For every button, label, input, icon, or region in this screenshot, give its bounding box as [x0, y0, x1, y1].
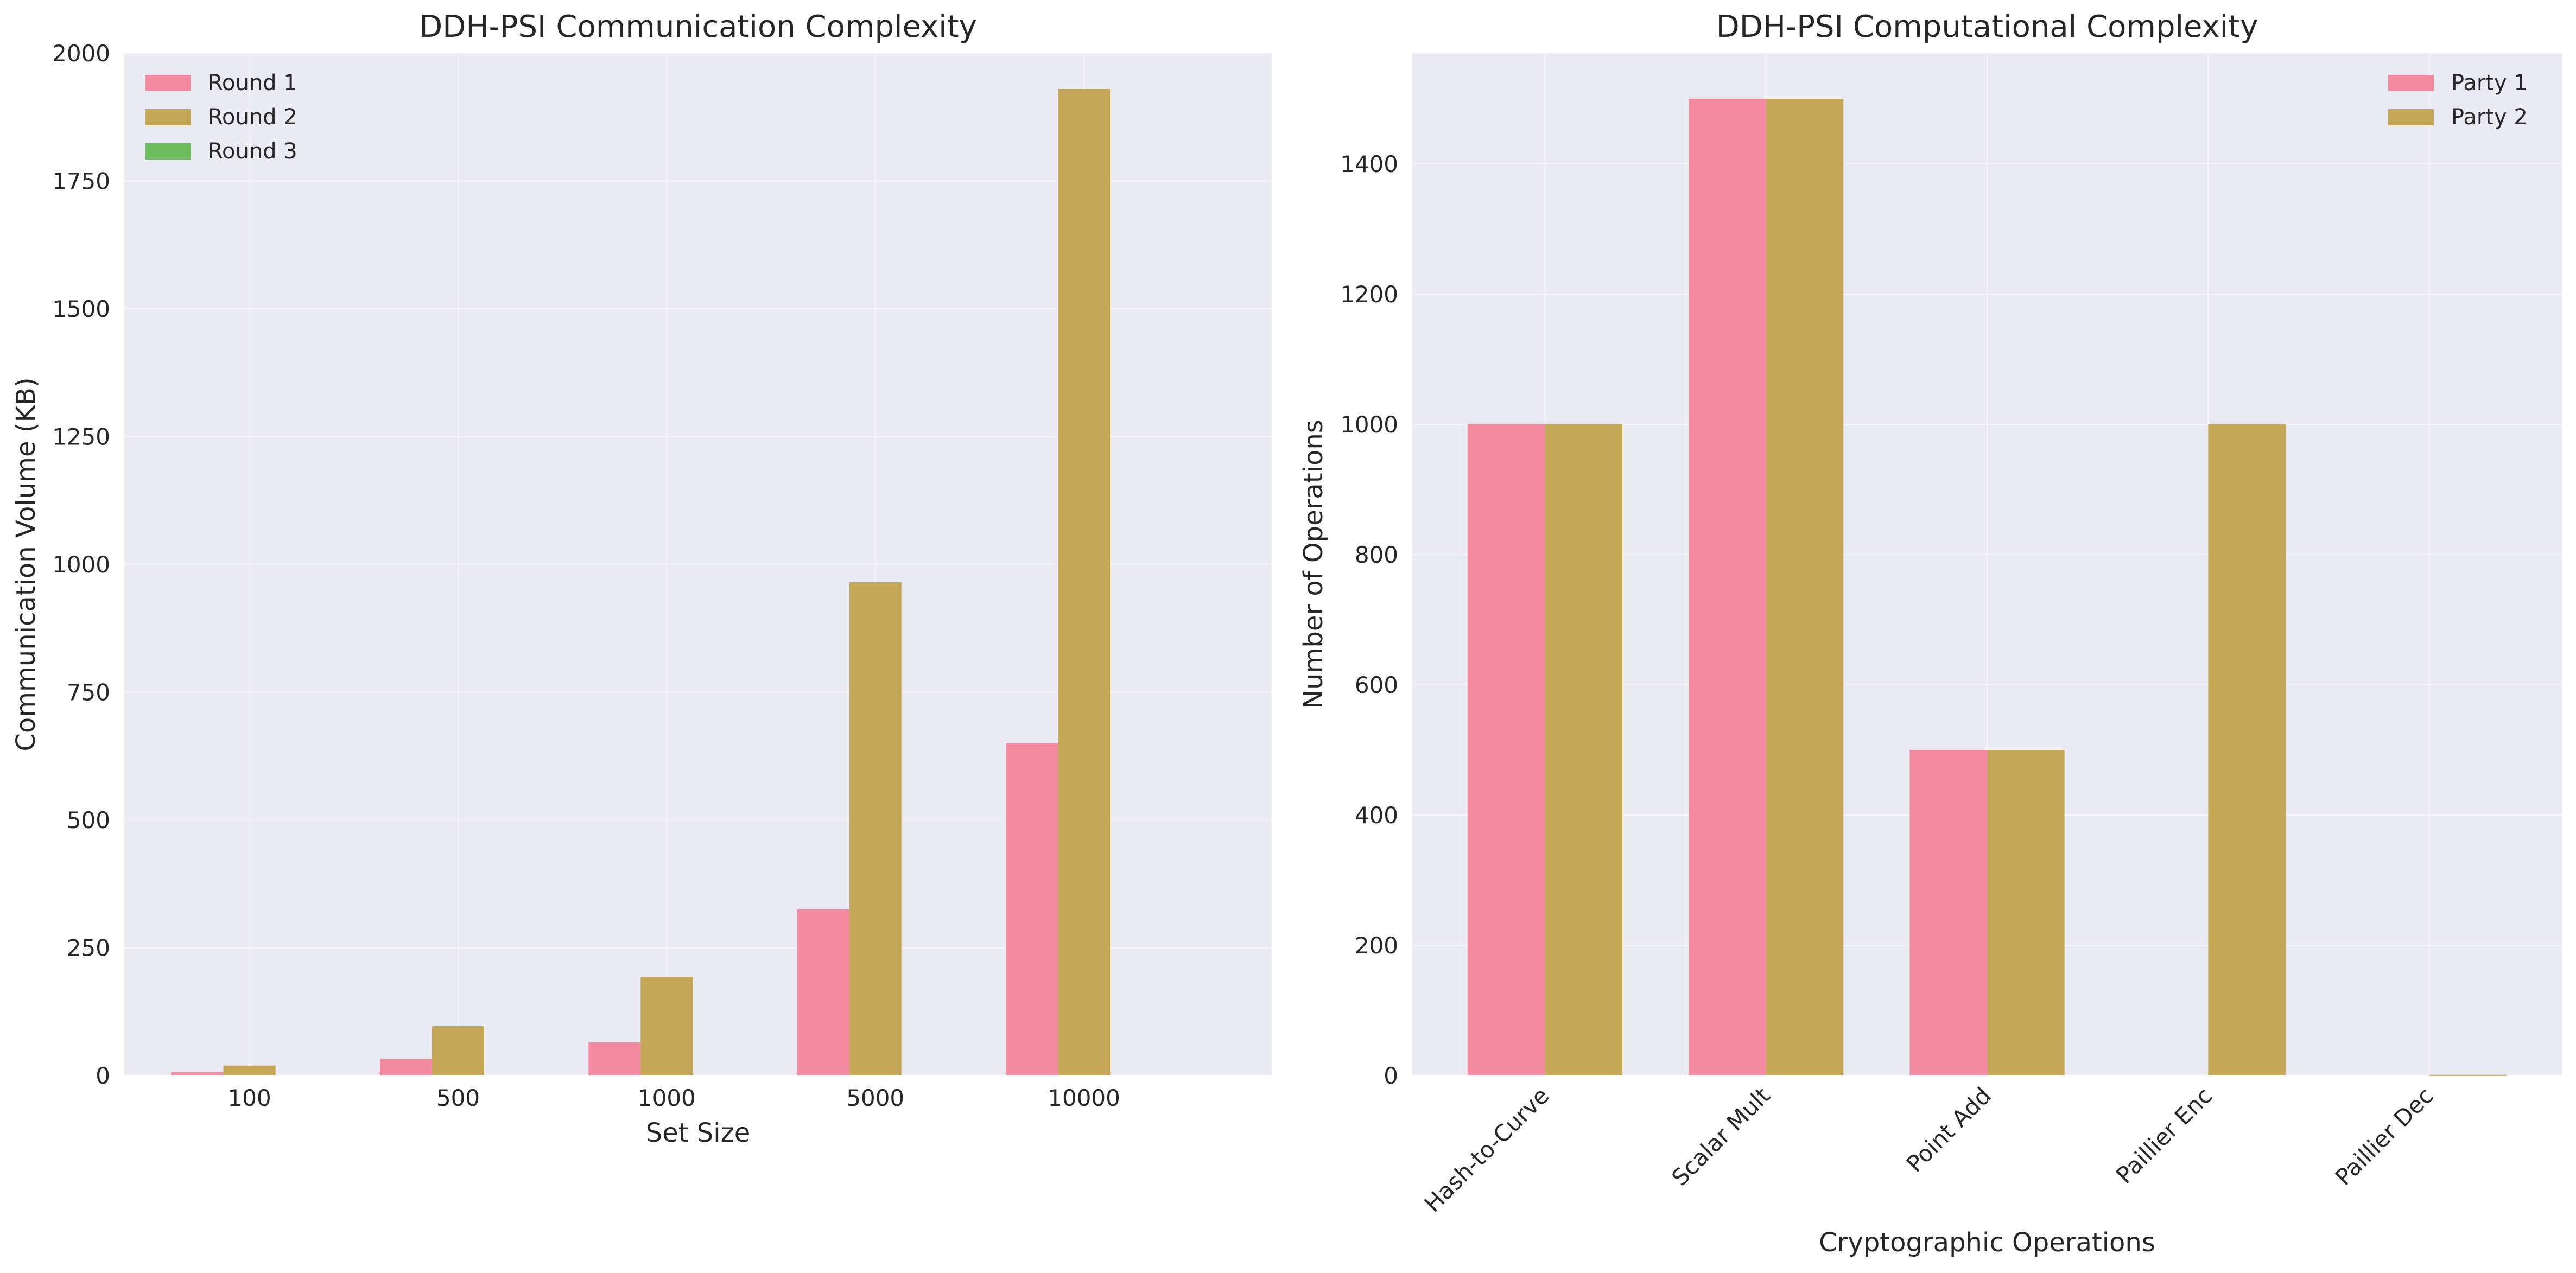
legend-label: Party 1 [2451, 71, 2528, 96]
x-tick-label: 500 [436, 1085, 480, 1111]
bar-round-1-5000 [797, 909, 849, 1075]
bar-party-2-hash-to-curve [1545, 424, 1622, 1075]
bars-computation [1467, 99, 2507, 1076]
bar-party-2-paillier-dec [2429, 1074, 2507, 1076]
y-tick-label: 250 [67, 935, 110, 962]
x-axis-label-communication: Set Size [646, 1118, 751, 1148]
y-axis-label-computation: Number of Operations [1298, 419, 1329, 709]
bars-communication [171, 88, 1111, 1076]
y-tick-label: 800 [1355, 542, 1398, 568]
bar-party-2-point-add [1987, 750, 2065, 1075]
y-tick-label: 200 [1355, 932, 1398, 959]
y-tick-label: 1400 [1340, 151, 1398, 177]
chart-title-communication: DDH-PSI Communication Complexity [419, 9, 977, 44]
legend-label: Round 1 [208, 71, 297, 96]
y-tick-label: 400 [1355, 802, 1398, 829]
bar-round-2-5000 [849, 582, 902, 1075]
y-tick-label: 1750 [52, 168, 110, 195]
bar-party-1-hash-to-curve [1467, 424, 1545, 1075]
y-tick-label: 0 [96, 1062, 110, 1089]
legend-label: Party 2 [2451, 105, 2528, 130]
legend-communication: Round 1 Round 2 Round 3 [145, 71, 297, 164]
y-axis-label-communication: Communication Volume (KB) [11, 377, 41, 751]
legend-swatch [145, 75, 191, 91]
legend-label: Round 3 [208, 139, 297, 164]
bar-round-2-500 [432, 1026, 485, 1075]
bar-round-1-500 [379, 1059, 432, 1075]
bar-round-2-10000 [1058, 88, 1111, 1076]
y-ticks-communication: 0 250 500 750 1000 1250 1500 1750 2000 [52, 40, 110, 1089]
y-tick-label: 1000 [1340, 411, 1398, 438]
chart-title-computation: DDH-PSI Computational Complexity [1716, 9, 2258, 44]
x-ticks-communication: 100 500 1000 5000 10000 [228, 1085, 1120, 1111]
legend-swatch [2388, 109, 2434, 125]
bar-round-1-100 [171, 1072, 224, 1075]
bar-party-2-scalar-mult [1766, 99, 1844, 1075]
y-tick-label: 500 [67, 807, 110, 833]
bar-party-1-scalar-mult [1689, 99, 1766, 1075]
bar-round-2-100 [223, 1065, 276, 1075]
legend-swatch [145, 143, 191, 160]
y-tick-label: 750 [67, 679, 110, 706]
y-tick-label: 1000 [52, 551, 110, 578]
legend-label: Round 2 [208, 105, 297, 130]
y-tick-label: 600 [1355, 672, 1398, 698]
y-tick-label: 1250 [52, 424, 110, 450]
x-axis-label-computation: Cryptographic Operations [1819, 1227, 2155, 1258]
x-tick-label: 10000 [1048, 1085, 1120, 1111]
y-ticks-computation: 0 200 400 600 800 1000 1200 1400 [1340, 151, 1398, 1089]
x-tick-label: 100 [228, 1085, 271, 1111]
y-tick-label: 1200 [1340, 281, 1398, 308]
legend-swatch [145, 109, 191, 125]
bar-party-2-paillier-enc [2208, 424, 2286, 1075]
legend-swatch [2388, 75, 2434, 91]
y-tick-label: 1500 [52, 296, 110, 322]
x-tick-label: 5000 [846, 1085, 904, 1111]
bar-round-1-1000 [588, 1042, 641, 1075]
x-tick-label: 1000 [638, 1085, 696, 1111]
bar-round-1-10000 [1005, 743, 1058, 1075]
bar-party-1-point-add [1909, 750, 1987, 1075]
y-tick-label: 0 [1384, 1062, 1398, 1089]
y-tick-label: 2000 [52, 40, 110, 67]
legend-computation: Party 1 Party 2 [2388, 71, 2528, 130]
bar-round-2-1000 [640, 977, 693, 1075]
